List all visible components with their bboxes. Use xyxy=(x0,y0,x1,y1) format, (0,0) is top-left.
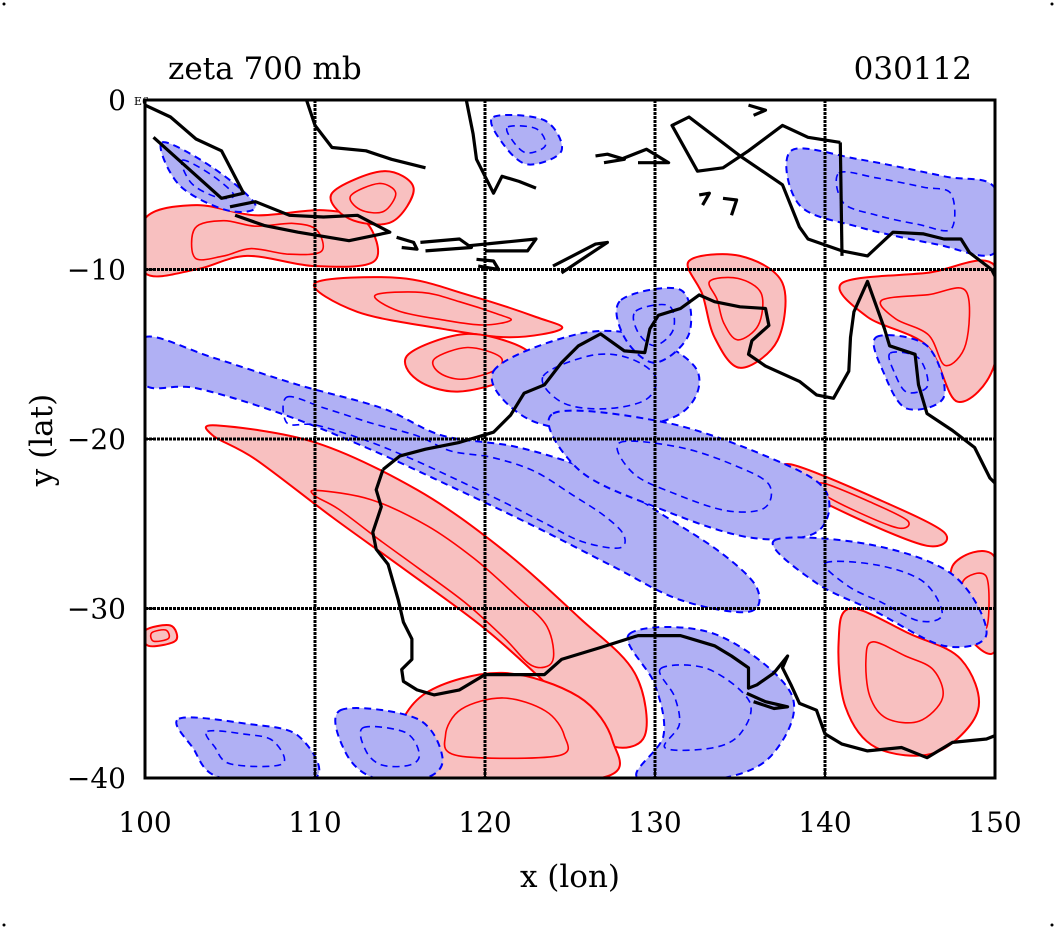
negative-vorticity-contour-6 xyxy=(616,440,773,513)
coastline-segment-3 xyxy=(746,691,790,711)
negative-vorticity-region-3 xyxy=(334,707,444,778)
negative-vorticity-contour-10 xyxy=(180,159,235,200)
positive-vorticity-contour-2 xyxy=(443,697,570,760)
positive-vorticity-region-5 xyxy=(312,276,564,339)
positive-vorticity-contour-9 xyxy=(865,641,944,724)
positive-vorticity-contour-8 xyxy=(879,287,971,367)
positive-vorticity-layer xyxy=(145,170,995,778)
coastline-segment-14 xyxy=(838,142,844,256)
coastline-segment-16 xyxy=(620,147,671,165)
negative-vorticity-region-11 xyxy=(872,334,946,411)
x-tick-label-120: 120 xyxy=(458,806,511,839)
coastline-segment-7 xyxy=(467,237,538,253)
axis-tick-labels: 100 110 120 130 140 150 0 −10 −20 −30 −40 xyxy=(67,84,1022,839)
negative-vorticity-region-1 xyxy=(145,335,761,614)
negative-vorticity-region-8 xyxy=(785,147,995,257)
x-tick-label-110: 110 xyxy=(288,806,341,839)
plot-area xyxy=(145,100,995,778)
positive-vorticity-contour-3 xyxy=(190,219,325,261)
lat-lon-grid xyxy=(145,100,995,778)
coastline-segment-11 xyxy=(304,100,426,170)
coastline-segment-8 xyxy=(552,240,609,275)
y-tick-label--30: −30 xyxy=(67,593,126,626)
positive-vorticity-region-12 xyxy=(145,624,179,648)
positive-vorticity-contour-5 xyxy=(373,291,513,326)
positive-vorticity-contour-4 xyxy=(349,182,397,214)
negative-vorticity-region-2 xyxy=(175,716,321,778)
coastline-segment-12 xyxy=(464,100,537,195)
chart-date: 030112 xyxy=(854,51,972,87)
negative-vorticity-contour-8 xyxy=(835,171,956,232)
negative-vorticity-contour-9 xyxy=(632,303,676,347)
coastline-segment-19 xyxy=(748,103,768,117)
x-tick-label-150: 150 xyxy=(968,806,1021,839)
coastline-segment-10 xyxy=(145,103,246,200)
positive-vorticity-contour-1 xyxy=(310,489,555,669)
negative-vorticity-contour-12 xyxy=(505,124,547,154)
coastline-segment-17 xyxy=(698,191,711,206)
negative-vorticity-contour-7 xyxy=(823,560,944,623)
coastline-layer xyxy=(145,100,995,760)
coastline-segment-5 xyxy=(396,235,419,251)
corner-mark-top-left xyxy=(2,2,6,6)
coastline-segment-18 xyxy=(722,196,739,216)
corner-mark-bottom-left xyxy=(2,923,6,927)
coastline-segment-15 xyxy=(595,152,626,165)
coastline-segment-2 xyxy=(371,468,995,760)
y-axis-label: y (lat) xyxy=(24,394,60,487)
positive-vorticity-contour-12 xyxy=(149,628,171,643)
negative-vorticity-region-4 xyxy=(626,626,796,778)
axis-ticks xyxy=(144,99,996,779)
negative-vorticity-contour-3 xyxy=(359,725,421,768)
coastline-segment-6 xyxy=(420,237,473,253)
coastline-segment-9 xyxy=(476,257,501,272)
coastline-segment-4 xyxy=(229,200,392,243)
positive-vorticity-region-8 xyxy=(838,259,995,403)
y-tick-label--40: −40 xyxy=(67,762,126,795)
x-tick-label-140: 140 xyxy=(798,806,851,839)
corner-mark-bottom-right xyxy=(1050,923,1054,927)
chart-title: zeta 700 mb xyxy=(168,51,362,87)
x-tick-label-130: 130 xyxy=(628,806,681,839)
coastline-segment-1 xyxy=(382,279,995,485)
x-axis-label: x (lon) xyxy=(520,859,620,895)
negative-vorticity-contour-4 xyxy=(658,664,752,752)
negative-vorticity-contour-2 xyxy=(205,729,286,768)
coastline-segment-13 xyxy=(670,115,995,278)
y-tick-label--20: −20 xyxy=(67,423,126,456)
y-tick-label--10: −10 xyxy=(67,254,126,287)
x-tick-label-100: 100 xyxy=(118,806,171,839)
y-tick-label-0: 0 xyxy=(108,84,126,117)
corner-mark-top-right xyxy=(1050,2,1054,6)
